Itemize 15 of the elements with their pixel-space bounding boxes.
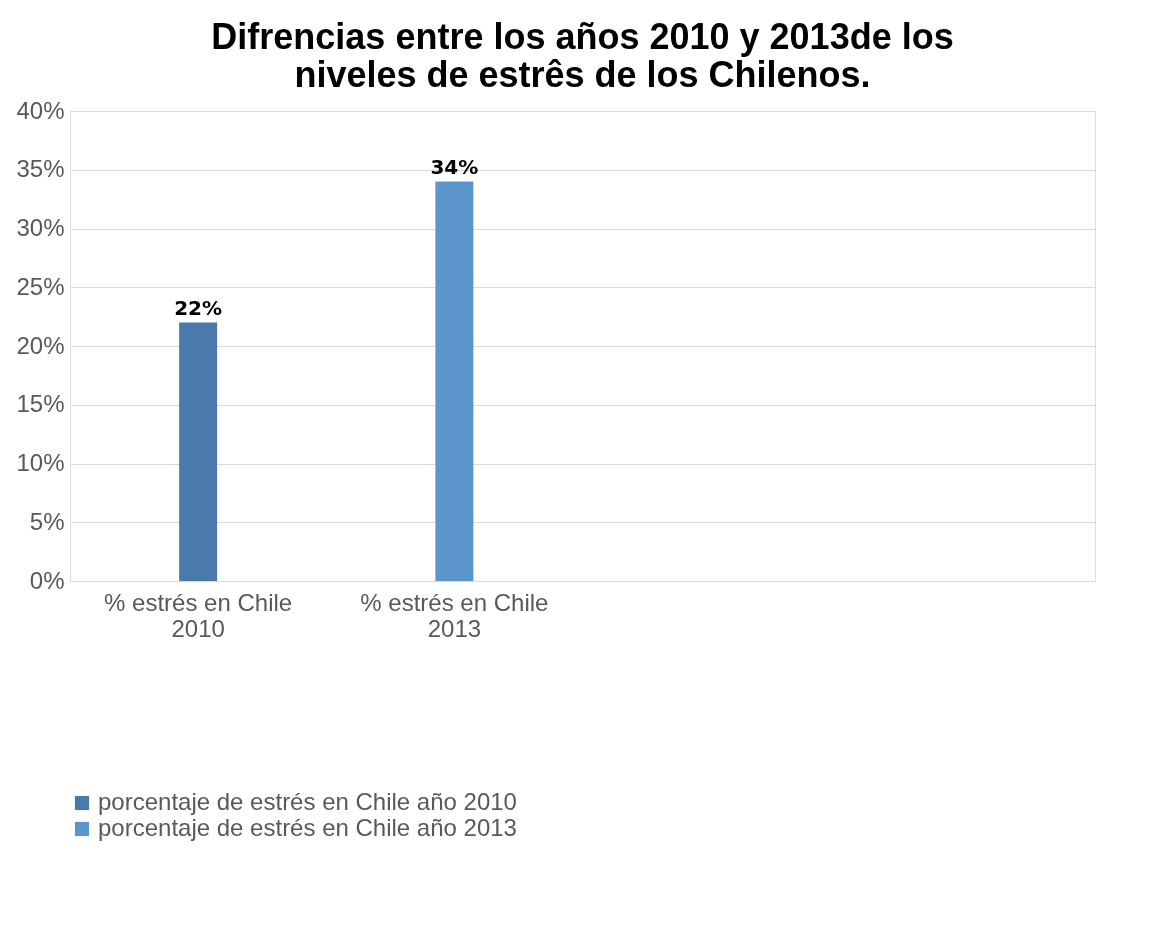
- y-tick-label: 25%: [16, 272, 65, 300]
- y-tick-label: 35%: [16, 155, 65, 183]
- y-tick-label: 0%: [29, 566, 65, 594]
- y-tick-label: 10%: [16, 449, 65, 476]
- x-tick-label: % estrés en Chile 2010: [104, 588, 293, 642]
- y-tick-label: 5%: [29, 507, 65, 535]
- data-label: 34%: [430, 154, 479, 179]
- y-tick-label: 15%: [16, 390, 65, 418]
- y-tick-label: 20%: [16, 331, 65, 359]
- data-label: 22%: [174, 295, 223, 320]
- y-tick-label: 30%: [16, 214, 65, 241]
- x-tick-label: % estrés en Chile 2013: [360, 588, 549, 642]
- legend-label: porcentaje de estrés en Chile año 2013: [98, 814, 517, 841]
- legend-label: porcentaje de estrés en Chile año 2010: [98, 788, 517, 815]
- y-tick-label: 40%: [16, 96, 65, 124]
